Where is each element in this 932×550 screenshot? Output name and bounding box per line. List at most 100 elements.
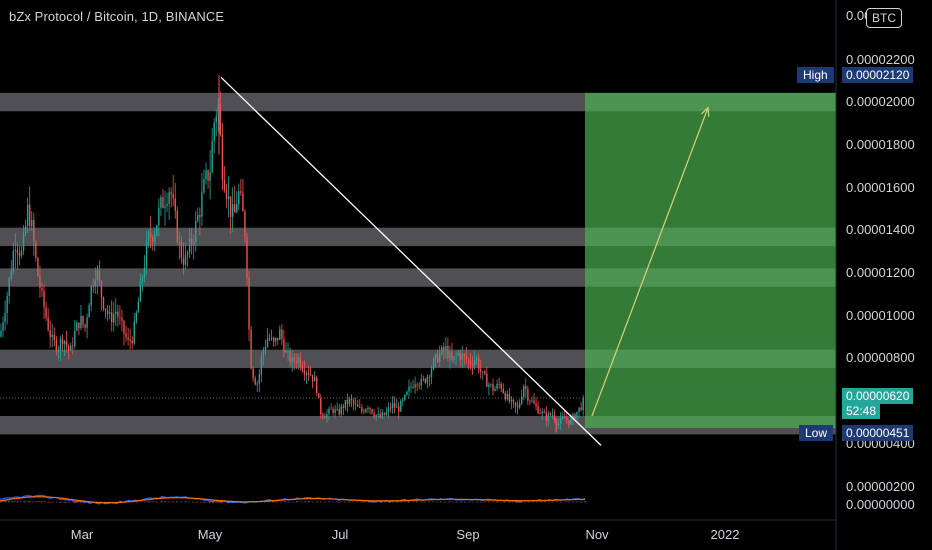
currency-badge[interactable]: BTC [866,8,902,28]
candle-body [521,397,523,404]
candle-body [387,407,390,412]
candle-body [559,418,562,424]
candle-body [221,134,224,180]
candle-body [326,414,328,419]
candle-body [47,317,49,330]
candle-body [149,232,152,238]
candle-body [336,409,338,410]
candle-body [295,361,297,364]
projection-arrow[interactable] [591,106,710,417]
candle-body [186,252,189,255]
descending-trend-line[interactable] [220,76,602,446]
candle-body [121,317,123,321]
candle-body [254,378,256,385]
current-price-tag: 0.00000620 [842,388,914,404]
candle-body [365,409,367,413]
low-value-tag: 0.00000451 [842,425,914,441]
candle-body [537,405,539,414]
candle-body [557,423,560,426]
candle-body [86,317,88,328]
candle-body [402,399,404,402]
candle-body [500,383,502,389]
candle-body [135,312,137,322]
candle-body [156,225,158,236]
candle-body [580,407,582,410]
candle-body [582,398,584,410]
candle-body [568,420,570,425]
candle-body [6,295,8,313]
candle-body [447,346,449,359]
candle-body [211,141,213,173]
time-label: Nov [585,527,609,542]
candle-body [16,249,19,253]
candle-body [443,347,445,351]
candle-body [498,383,500,385]
price-axis-ticks[interactable]: 0.00002200 0.00002000 0.00001800 0.00001600… [846,52,915,512]
candle-body [113,313,115,323]
candle-body [166,203,168,206]
candle-body [512,399,515,403]
candle-body [256,383,258,385]
candle-body [22,233,25,251]
time-label: 2022 [711,527,740,542]
candle-body [139,281,142,302]
candle-body [555,420,558,426]
candle-body [78,322,80,329]
candle-body [279,329,281,340]
candle-body [504,392,506,400]
candle-body [238,191,240,204]
candle-body [195,221,197,242]
candle-body [152,237,154,242]
candle-body [59,338,62,350]
candle-body [576,411,578,419]
candle-body [424,378,427,383]
candle-body [393,403,396,408]
candle-body [74,330,76,347]
candle-body [533,400,535,404]
candle-body [430,369,433,378]
candle-body [316,377,318,394]
candle-body [361,407,363,412]
candle-body [184,254,187,265]
price-tick: 0.00000800 [846,350,915,365]
candle-body [236,203,238,213]
candle-body [523,386,525,398]
time-axis-labels[interactable]: Mar May Jul Sep Nov 2022 [71,527,740,542]
candle-body [459,352,461,360]
candle-body [488,384,490,387]
candle-body [0,330,2,337]
candle-body [371,409,373,414]
candle-body [90,286,92,306]
candle-body [357,404,359,407]
candle-body [404,394,406,400]
candle-body [578,407,580,412]
candle-body [352,400,355,404]
price-tick: 0.00002000 [846,94,915,109]
candle-body [340,406,342,415]
candle-body [20,250,23,256]
candle-body [416,384,418,386]
candle-body [127,337,129,340]
candle-body [215,115,217,123]
candle-body [455,355,457,357]
candle-body [529,400,531,402]
candle-body [463,354,465,356]
candle-body [96,270,99,280]
oscillator-panel [0,494,586,505]
candle-body [39,275,41,288]
candle-body [172,194,174,199]
candle-body [285,350,287,353]
candle-body [168,192,170,204]
candle-body [281,329,283,339]
candle-body [475,358,478,360]
candle-body [391,403,394,409]
target-zone-box[interactable] [585,92,836,429]
candle-body [441,347,443,353]
candle-body [494,388,496,391]
candle-body [145,241,148,268]
candle-body [283,338,285,353]
candle-body [539,413,541,415]
candle-body [480,369,482,372]
price-tick: 0.00001600 [846,180,915,195]
